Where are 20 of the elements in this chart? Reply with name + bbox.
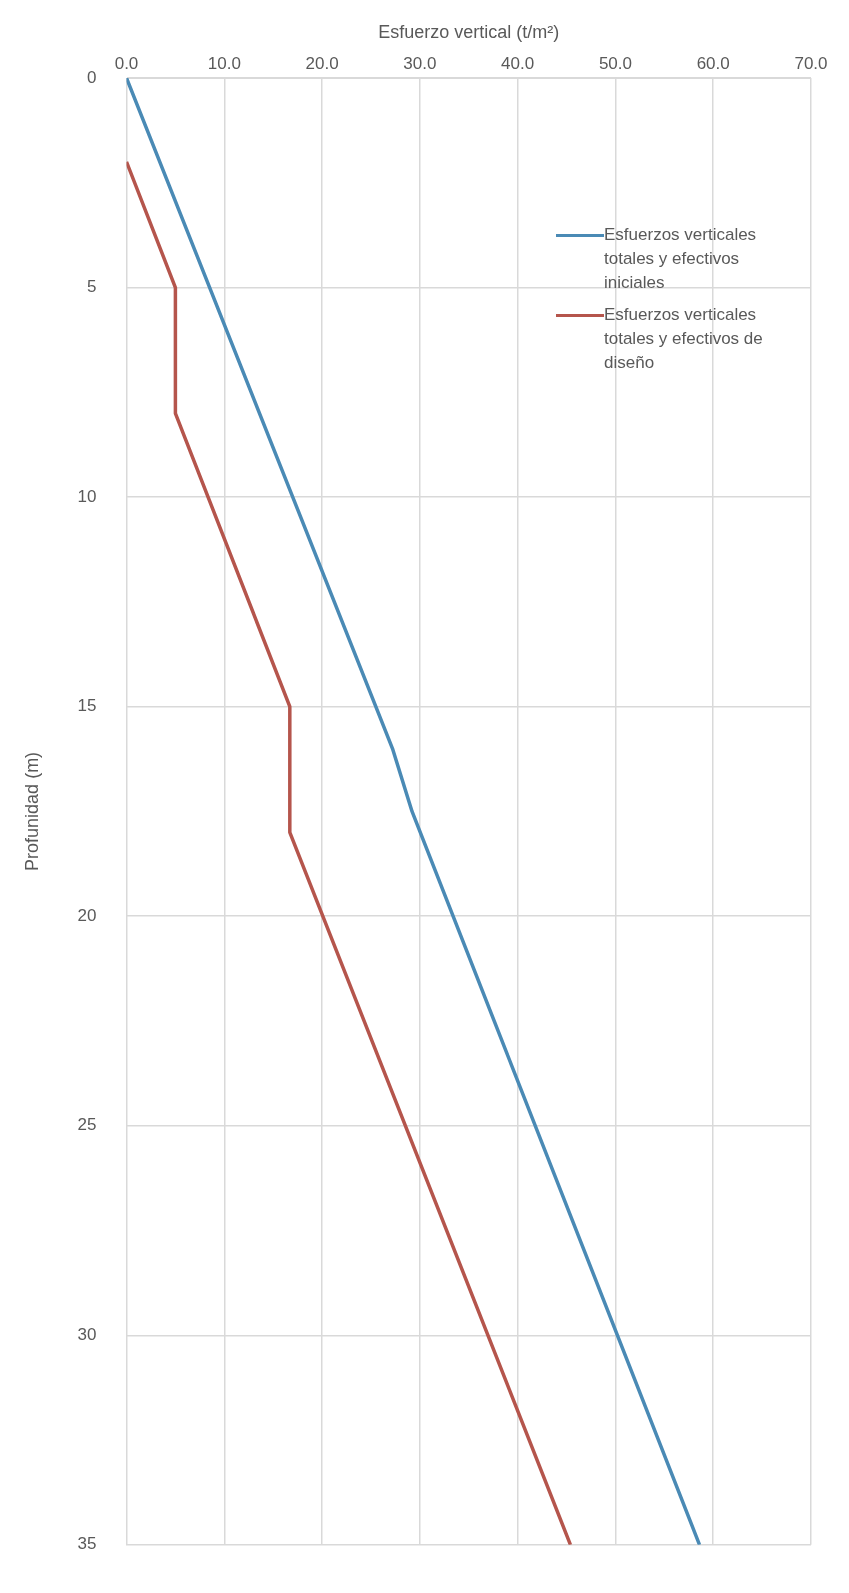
x-tick-label: 30.0 bbox=[403, 54, 437, 74]
x-tick-label: 60.0 bbox=[696, 54, 730, 74]
y-tick-label: 10 bbox=[77, 486, 97, 506]
y-tick-label: 20 bbox=[77, 905, 97, 925]
y-tick-label: 5 bbox=[87, 277, 97, 297]
y-tick-label: 0 bbox=[87, 67, 97, 87]
y-tick-label: 30 bbox=[77, 1324, 97, 1344]
y-tick-label: 25 bbox=[77, 1115, 97, 1135]
y-tick-label: 15 bbox=[77, 696, 97, 716]
x-tick-label: 0.0 bbox=[114, 54, 139, 74]
y-axis-title: Profunidad (m) bbox=[21, 751, 42, 871]
y-tick-label: 35 bbox=[77, 1534, 97, 1554]
legend-label: Esfuerzos verticales totales y efectivos de diseño bbox=[604, 304, 764, 374]
x-tick-label: 40.0 bbox=[501, 54, 535, 74]
x-tick-label: 10.0 bbox=[207, 54, 241, 74]
x-tick-label: 20.0 bbox=[305, 54, 339, 74]
x-tick-label: 50.0 bbox=[598, 54, 632, 74]
x-tick-label: 70.0 bbox=[794, 54, 828, 74]
x-axis-title: Esfuerzo vertical (t/m²) bbox=[378, 21, 560, 42]
legend-label: Esfuerzos verticales totales y efectivos iniciales bbox=[604, 224, 758, 294]
